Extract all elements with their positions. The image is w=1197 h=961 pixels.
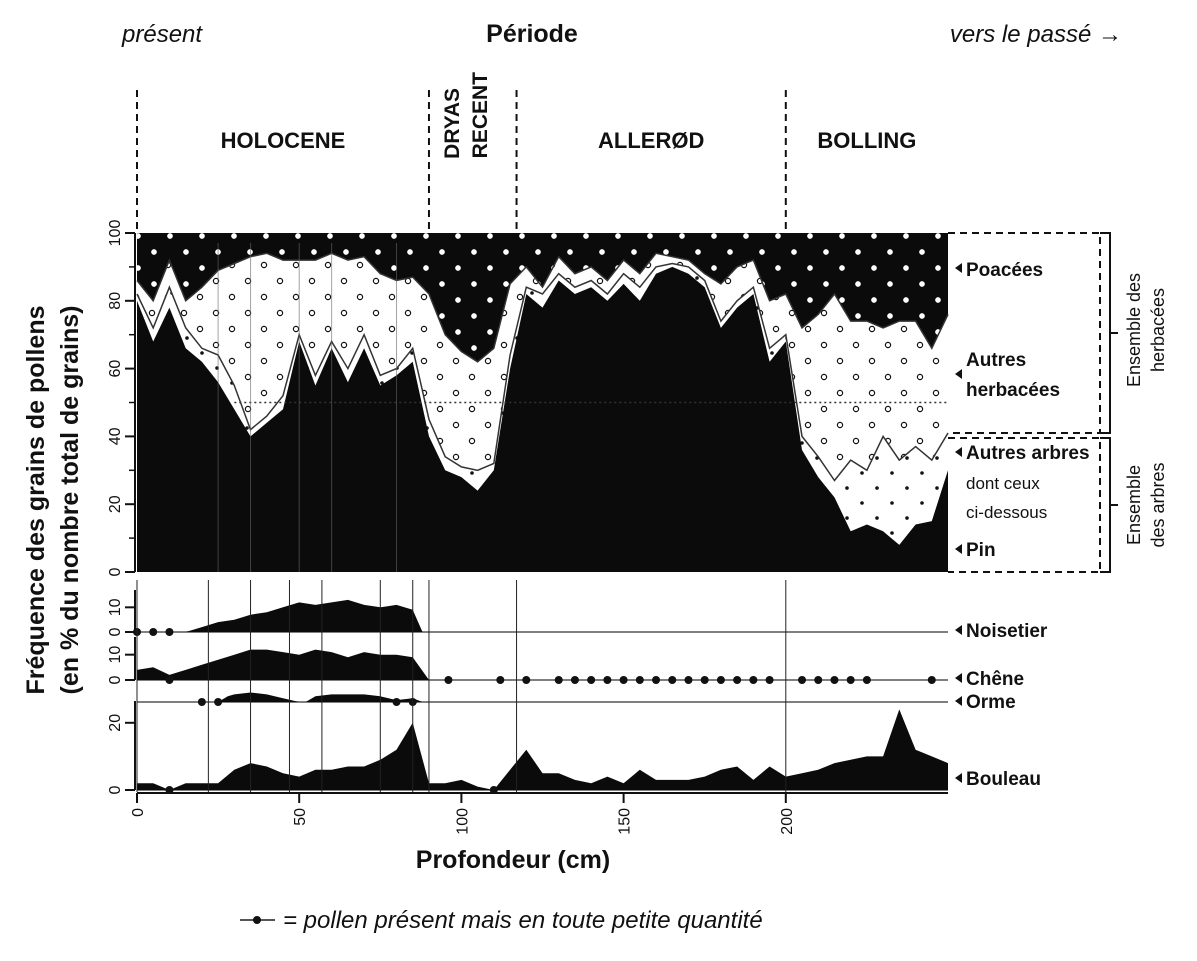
chene-trace-dot: [668, 676, 677, 684]
noisetier-area: [137, 599, 423, 632]
label-dont-1: dont ceux: [966, 474, 1040, 493]
area-pin: [137, 266, 948, 572]
label-dont-2: ci-dessous: [966, 503, 1047, 522]
chene-trace-dot: [927, 676, 936, 684]
chene-trace-dot: [733, 676, 742, 684]
label-chene: Chêne: [966, 669, 1024, 690]
orme-trace-dot: [197, 698, 206, 706]
chene-trace-dot: [684, 676, 693, 684]
y-tick-label: 0: [107, 627, 124, 636]
chene-trace-dot: [603, 676, 612, 684]
group-herbacees-1: Ensemble des: [1124, 273, 1144, 387]
x-tick-label: 0: [130, 808, 147, 817]
chene-area: [137, 649, 429, 680]
noisetier-trace-dot: [165, 628, 174, 636]
label-autres-herbacees-2: herbacées: [966, 380, 1060, 401]
chene-trace-dot: [830, 676, 839, 684]
chene-trace-dot: [587, 676, 596, 684]
past-label: vers le passé →: [950, 21, 1122, 48]
x-tick-label: 150: [617, 808, 634, 835]
legend-text: = pollen présent mais en toute petite qu…: [283, 907, 763, 934]
y-axis-title-line2: (en % du nombre total de grains): [56, 306, 84, 695]
present-label: présent: [121, 21, 203, 48]
label-orme: Orme: [966, 692, 1016, 713]
chene-trace-dot: [700, 676, 709, 684]
chene-trace-dot: [716, 676, 725, 684]
chene-trace-dot: [522, 676, 531, 684]
noisetier-trace-dot: [149, 628, 158, 636]
line-autres-arbres: [136, 262, 949, 482]
chene-trace-dot: [652, 676, 661, 684]
legend: = pollen présent mais en toute petite qu…: [240, 907, 763, 934]
chene-trace-dot: [749, 676, 758, 684]
y-tick-label: 80: [107, 292, 124, 310]
label-autres-arbres: Autres arbres: [966, 443, 1090, 464]
orme-trace-dot: [392, 698, 401, 706]
chene-trace-dot: [570, 676, 579, 684]
chene-trace-dot: [765, 676, 774, 684]
chene-trace-dot: [814, 676, 823, 684]
x-tick-label: 50: [292, 808, 309, 826]
x-tick-label: 100: [454, 808, 471, 835]
chene-trace-dot: [862, 676, 871, 684]
label-noisetier: Noisetier: [966, 621, 1048, 642]
period-label: DRYAS: [441, 88, 464, 159]
period-label: HOLOCENE: [221, 128, 346, 153]
y-axis-title-line1: Fréquence des grains de pollens: [22, 305, 50, 694]
chene-trace-dot: [554, 676, 563, 684]
y-tick-label: 10: [107, 598, 124, 616]
chene-trace-dot: [635, 676, 644, 684]
y-tick-label: 20: [107, 714, 124, 732]
period-label: ALLERØD: [598, 128, 704, 153]
period-label: RECENT: [469, 72, 492, 159]
y-tick-label: 100: [107, 220, 124, 247]
y-tick-label: 20: [107, 495, 124, 513]
x-tick-label: 200: [779, 808, 796, 835]
orme-area: [218, 692, 423, 702]
main-area-chart: [136, 233, 949, 573]
label-bouleau: Bouleau: [966, 769, 1041, 790]
tree-pollen-curves: [133, 580, 948, 794]
group-brackets: [948, 232, 1118, 573]
legend-trace-dot-icon: [253, 916, 261, 924]
y-tick-label: 0: [107, 567, 124, 576]
period-labels: HOLOCENE DRYAS RECENT ALLERØD BOLLING: [136, 72, 916, 232]
group-arbres-2: des arbres: [1148, 462, 1168, 547]
y-tick-label: 0: [107, 675, 124, 684]
period-label: BOLLING: [817, 128, 916, 153]
bouleau-area: [137, 709, 948, 790]
group-arbres-1: Ensemble: [1124, 465, 1144, 545]
x-axis-title: Profondeur (cm): [416, 846, 610, 874]
chene-trace-dot: [165, 676, 174, 684]
chene-trace-dot: [444, 676, 453, 684]
line-herbacees: [136, 252, 949, 363]
label-poacees: Poacées: [966, 260, 1043, 281]
label-pin: Pin: [966, 540, 996, 561]
right-labels: Poacées Autres herbacées Autres arbres d…: [955, 260, 1090, 790]
y-tick-label: 40: [107, 427, 124, 445]
chene-trace-dot: [619, 676, 628, 684]
y-tick-label: 10: [107, 646, 124, 664]
y-tick-label: 0: [107, 785, 124, 794]
group-herbacees-2: herbacées: [1148, 288, 1168, 372]
y-tick-label: 60: [107, 360, 124, 378]
orme-trace-dot: [214, 698, 223, 706]
chene-trace-dot: [846, 676, 855, 684]
chene-trace-dot: [798, 676, 807, 684]
label-autres-herbacees-1: Autres: [966, 350, 1026, 371]
period-title: Période: [486, 20, 578, 48]
chene-trace-dot: [496, 676, 505, 684]
